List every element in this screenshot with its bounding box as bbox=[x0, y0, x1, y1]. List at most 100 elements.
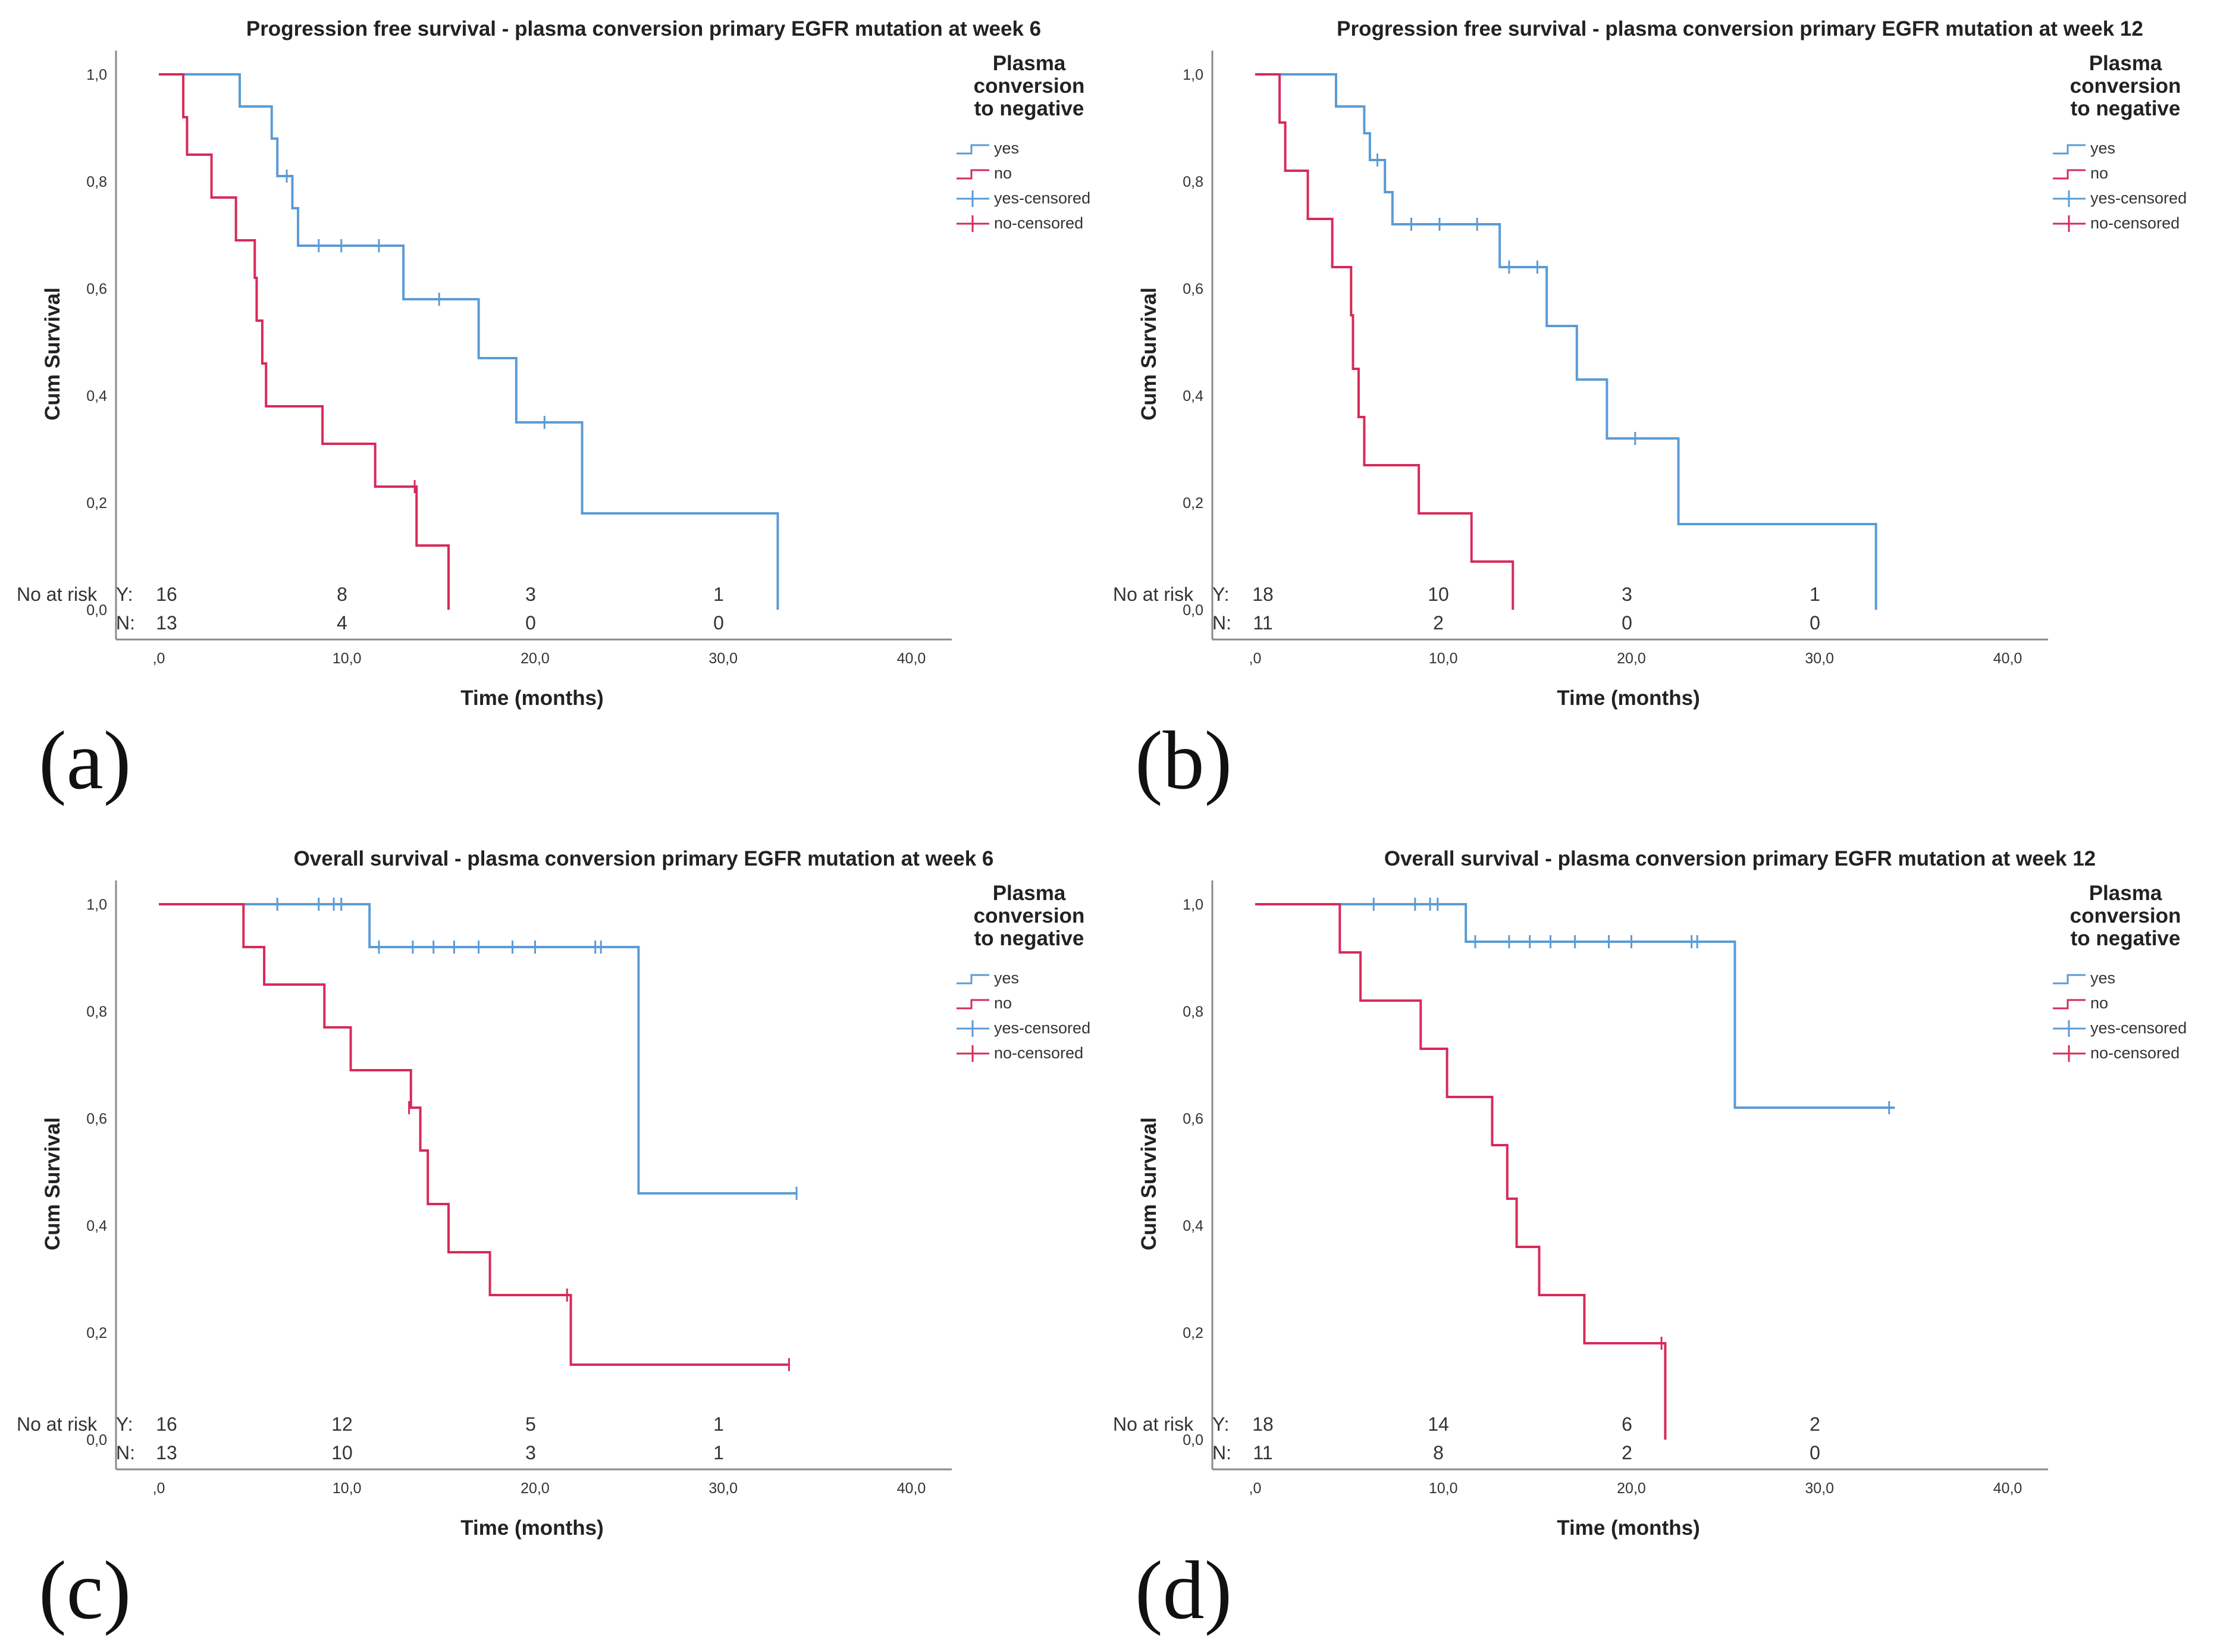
legend-item-label: no bbox=[2090, 164, 2108, 182]
risk-table-header: No at risk bbox=[1113, 1413, 1194, 1435]
y-tick-label: 0,4 bbox=[86, 1218, 107, 1234]
risk-table-header: No at risk bbox=[17, 584, 98, 605]
risk-count: 0 bbox=[1622, 612, 1632, 634]
legend-title: to negative bbox=[974, 927, 1084, 950]
legend-title: Plasma bbox=[2089, 52, 2162, 75]
risk-count: 4 bbox=[337, 612, 347, 634]
y-tick-label: 0,6 bbox=[86, 1111, 107, 1127]
risk-count: 5 bbox=[525, 1413, 536, 1435]
risk-count: 10 bbox=[331, 1442, 353, 1463]
km-panel-2: Overall survival - plasma conversion pri… bbox=[17, 847, 1090, 1637]
chart-title: Overall survival - plasma conversion pri… bbox=[294, 847, 994, 870]
x-tick-label: ,0 bbox=[1249, 1480, 1262, 1497]
y-tick-label: 1,0 bbox=[1183, 67, 1203, 83]
legend-item-label: no bbox=[994, 994, 1012, 1012]
legend-title: to negative bbox=[2071, 927, 2181, 950]
x-tick-label: ,0 bbox=[153, 650, 165, 667]
risk-count: 1 bbox=[713, 584, 724, 605]
risk-count: 12 bbox=[331, 1413, 353, 1435]
legend-item-label: yes bbox=[994, 969, 1019, 987]
y-tick-label: 1,0 bbox=[1183, 896, 1203, 913]
risk-row-label: N: bbox=[116, 1442, 135, 1463]
risk-count: 18 bbox=[1252, 584, 1274, 605]
legend-item-label: no-censored bbox=[994, 1044, 1083, 1062]
risk-count: 0 bbox=[1810, 612, 1820, 634]
x-tick-label: 40,0 bbox=[1993, 650, 2023, 667]
risk-count: 13 bbox=[156, 1442, 177, 1463]
legend-title: conversion bbox=[974, 74, 1085, 98]
legend-swatch-no bbox=[2053, 169, 2086, 180]
survival-curve-yes bbox=[1255, 903, 1895, 1109]
legend-item-label: yes-censored bbox=[994, 1019, 1090, 1037]
x-axis-title: Time (months) bbox=[1557, 686, 1700, 710]
risk-count: 13 bbox=[156, 612, 177, 634]
legend-swatch-yes bbox=[957, 974, 989, 985]
survival-curve-no bbox=[159, 73, 450, 610]
y-axis-title: Cum Survival bbox=[1137, 1117, 1161, 1250]
legend-item-label: yes bbox=[994, 139, 1019, 157]
x-axis-title: Time (months) bbox=[1557, 1516, 1700, 1540]
panel-label: (c) bbox=[39, 1544, 131, 1637]
legend-item-label: no-censored bbox=[994, 214, 1083, 232]
y-tick-label: 0,8 bbox=[1183, 1004, 1203, 1020]
y-tick-label: 0,8 bbox=[86, 1004, 107, 1020]
legend-item-label: yes bbox=[2090, 969, 2115, 987]
x-tick-label: 10,0 bbox=[1429, 650, 1458, 667]
risk-row-label: N: bbox=[116, 612, 135, 634]
legend-item-label: no bbox=[2090, 994, 2108, 1012]
km-panel-3: Overall survival - plasma conversion pri… bbox=[1113, 847, 2187, 1637]
y-tick-label: 0,0 bbox=[86, 1432, 107, 1449]
y-axis-title: Cum Survival bbox=[1137, 287, 1161, 421]
panel-label: (a) bbox=[39, 714, 131, 807]
x-tick-label: 30,0 bbox=[1805, 650, 1834, 667]
y-tick-label: 0,0 bbox=[1183, 602, 1203, 619]
x-tick-label: 20,0 bbox=[520, 1480, 550, 1497]
risk-count: 0 bbox=[713, 612, 724, 634]
legend-swatch-yes bbox=[2053, 144, 2086, 155]
survival-curve-no bbox=[1255, 73, 1515, 610]
legend-title: Plasma bbox=[993, 52, 1066, 75]
y-tick-label: 0,8 bbox=[86, 174, 107, 190]
x-tick-label: ,0 bbox=[1249, 650, 1262, 667]
legend-title: conversion bbox=[2070, 904, 2181, 927]
legend-item-label: no bbox=[994, 164, 1012, 182]
x-tick-label: 20,0 bbox=[1617, 1480, 1646, 1497]
y-axis-title: Cum Survival bbox=[41, 1117, 64, 1250]
legend-title: Plasma bbox=[993, 882, 1066, 905]
chart-title: Overall survival - plasma conversion pri… bbox=[1384, 847, 2096, 870]
legend-swatch-no bbox=[957, 169, 989, 180]
y-tick-label: 0,2 bbox=[1183, 495, 1203, 512]
legend-swatch-no bbox=[2053, 999, 2086, 1010]
y-tick-label: 0,4 bbox=[1183, 388, 1203, 405]
chart-title: Progression free survival - plasma conve… bbox=[246, 17, 1041, 40]
y-tick-label: 0,4 bbox=[86, 388, 107, 405]
risk-count: 8 bbox=[1433, 1442, 1444, 1463]
legend-item-label: no-censored bbox=[2090, 1044, 2180, 1062]
y-tick-label: 0,6 bbox=[1183, 281, 1203, 297]
risk-count: 0 bbox=[1810, 1442, 1820, 1463]
risk-row-label: Y: bbox=[116, 1413, 133, 1435]
x-tick-label: ,0 bbox=[153, 1480, 165, 1497]
risk-table-header: No at risk bbox=[1113, 584, 1194, 605]
survival-curve-no bbox=[159, 903, 789, 1366]
y-tick-label: 0,0 bbox=[1183, 1432, 1203, 1449]
km-panel-1: Progression free survival - plasma conve… bbox=[1113, 17, 2187, 807]
risk-count: 1 bbox=[713, 1413, 724, 1435]
risk-row-label: Y: bbox=[116, 584, 133, 605]
legend-item-label: yes bbox=[2090, 139, 2115, 157]
risk-count: 18 bbox=[1252, 1413, 1274, 1435]
x-axis-title: Time (months) bbox=[460, 1516, 603, 1540]
x-tick-label: 40,0 bbox=[897, 1480, 926, 1497]
risk-count: 0 bbox=[525, 612, 536, 634]
risk-count: 11 bbox=[1253, 1442, 1272, 1463]
x-tick-label: 30,0 bbox=[708, 1480, 738, 1497]
x-tick-label: 20,0 bbox=[1617, 650, 1646, 667]
survival-curve-no bbox=[1255, 903, 1667, 1440]
x-axis-title: Time (months) bbox=[460, 686, 603, 710]
y-tick-label: 0,2 bbox=[86, 1325, 107, 1341]
legend-item-label: yes-censored bbox=[2090, 1019, 2187, 1037]
legend-title: to negative bbox=[2071, 97, 2181, 120]
y-tick-label: 0,6 bbox=[86, 281, 107, 297]
x-tick-label: 10,0 bbox=[1429, 1480, 1458, 1497]
